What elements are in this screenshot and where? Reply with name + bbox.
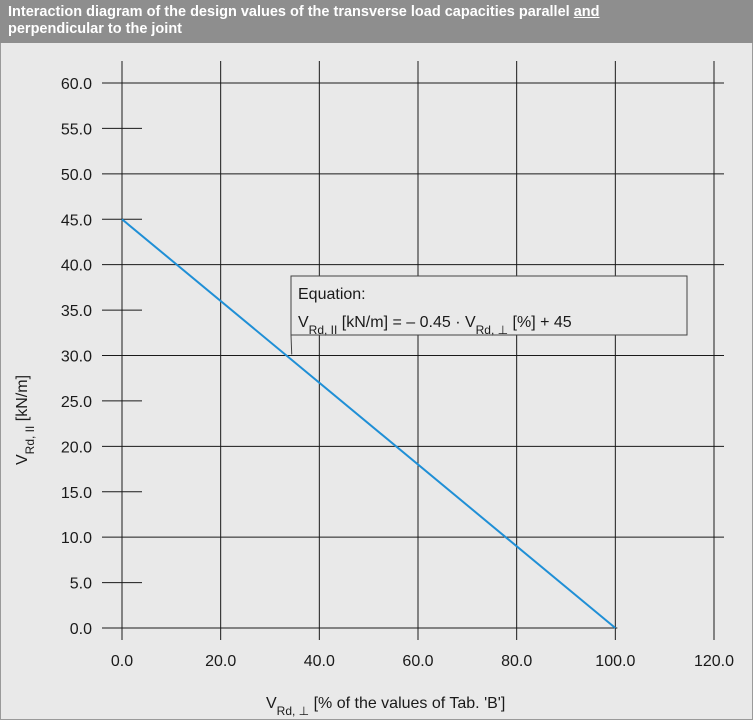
y-tick-label: 45.0: [61, 212, 92, 229]
x-tick-label: 20.0: [205, 653, 236, 670]
y-tick-label: 5.0: [70, 576, 92, 593]
title-text: Interaction diagram of the design values…: [8, 4, 570, 20]
y-tick-label: 30.0: [61, 349, 92, 366]
y-tick-label: 10.0: [61, 530, 92, 547]
equation-formula: VRd, II [kN/m] = – 0.45 · VRd, ⊥ [%] + 4…: [298, 314, 572, 337]
y-tick-label: 35.0: [61, 303, 92, 320]
x-tick-label: 60.0: [402, 653, 433, 670]
y-tick-label: 60.0: [61, 76, 92, 93]
y-tick-label: 25.0: [61, 394, 92, 411]
y-tick-label: 20.0: [61, 439, 92, 456]
y-tick-label: 15.0: [61, 485, 92, 502]
series-line: [121, 218, 616, 629]
x-tick-label: 80.0: [501, 653, 532, 670]
y-tick-label: 40.0: [61, 258, 92, 275]
title-text-rest: perpendicular to the joint: [8, 21, 183, 37]
y-tick-label: 50.0: [61, 167, 92, 184]
equation-label: Equation:: [298, 286, 366, 303]
y-tick-label: 0.0: [70, 621, 92, 638]
y-tick-label: 55.0: [61, 121, 92, 138]
chart-title: Interaction diagram of the design values…: [0, 0, 753, 43]
x-tick-label: 120.0: [694, 653, 734, 670]
x-axis-label: VRd, ⊥ [% of the values of Tab. 'B']: [266, 695, 505, 718]
y-axis-label: VRd, II [kN/m]: [14, 375, 37, 465]
title-underlined-word: and: [573, 4, 600, 20]
x-tick-label: 0.0: [111, 653, 133, 670]
x-tick-label: 40.0: [304, 653, 335, 670]
x-tick-label: 100.0: [595, 653, 635, 670]
equation-box: [290, 275, 688, 336]
equation-leader-line: [290, 334, 293, 355]
